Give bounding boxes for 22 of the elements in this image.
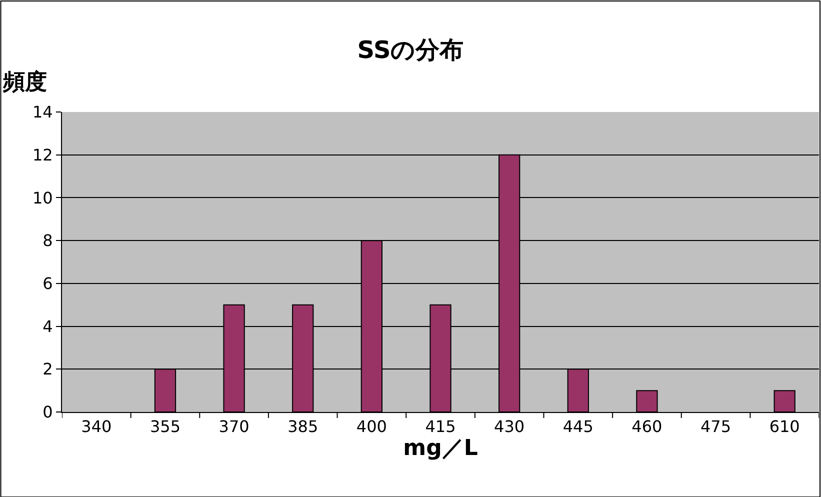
x-tick-label: 385 [288, 417, 318, 436]
x-tick-label: 475 [700, 417, 732, 436]
x-tick-label: 355 [150, 417, 181, 436]
y-tick-label: 6 [42, 274, 53, 294]
x-axis-title: mg／L [403, 436, 478, 462]
y-tick-label: 14 [32, 102, 53, 122]
y-tick-label: 10 [32, 188, 53, 208]
x-tick-label: 415 [425, 417, 456, 436]
y-tick-label: 8 [42, 231, 53, 250]
x-tick-label: 370 [218, 417, 250, 436]
chart-title: SSの分布 [357, 36, 464, 64]
x-tick-label: 340 [81, 417, 112, 436]
x-tick-label: 400 [356, 417, 387, 436]
x-tick-label: 610 [769, 417, 800, 436]
y-tick-label: 0 [42, 402, 53, 422]
x-tick-label: 430 [494, 417, 525, 436]
x-tick-label: 445 [562, 417, 594, 436]
y-tick-label: 2 [42, 360, 53, 379]
y-axis-title: 頻度 [2, 69, 47, 95]
y-tick-label: 4 [42, 316, 53, 336]
x-tick-label: 460 [632, 417, 662, 436]
y-tick-label: 12 [32, 145, 53, 164]
